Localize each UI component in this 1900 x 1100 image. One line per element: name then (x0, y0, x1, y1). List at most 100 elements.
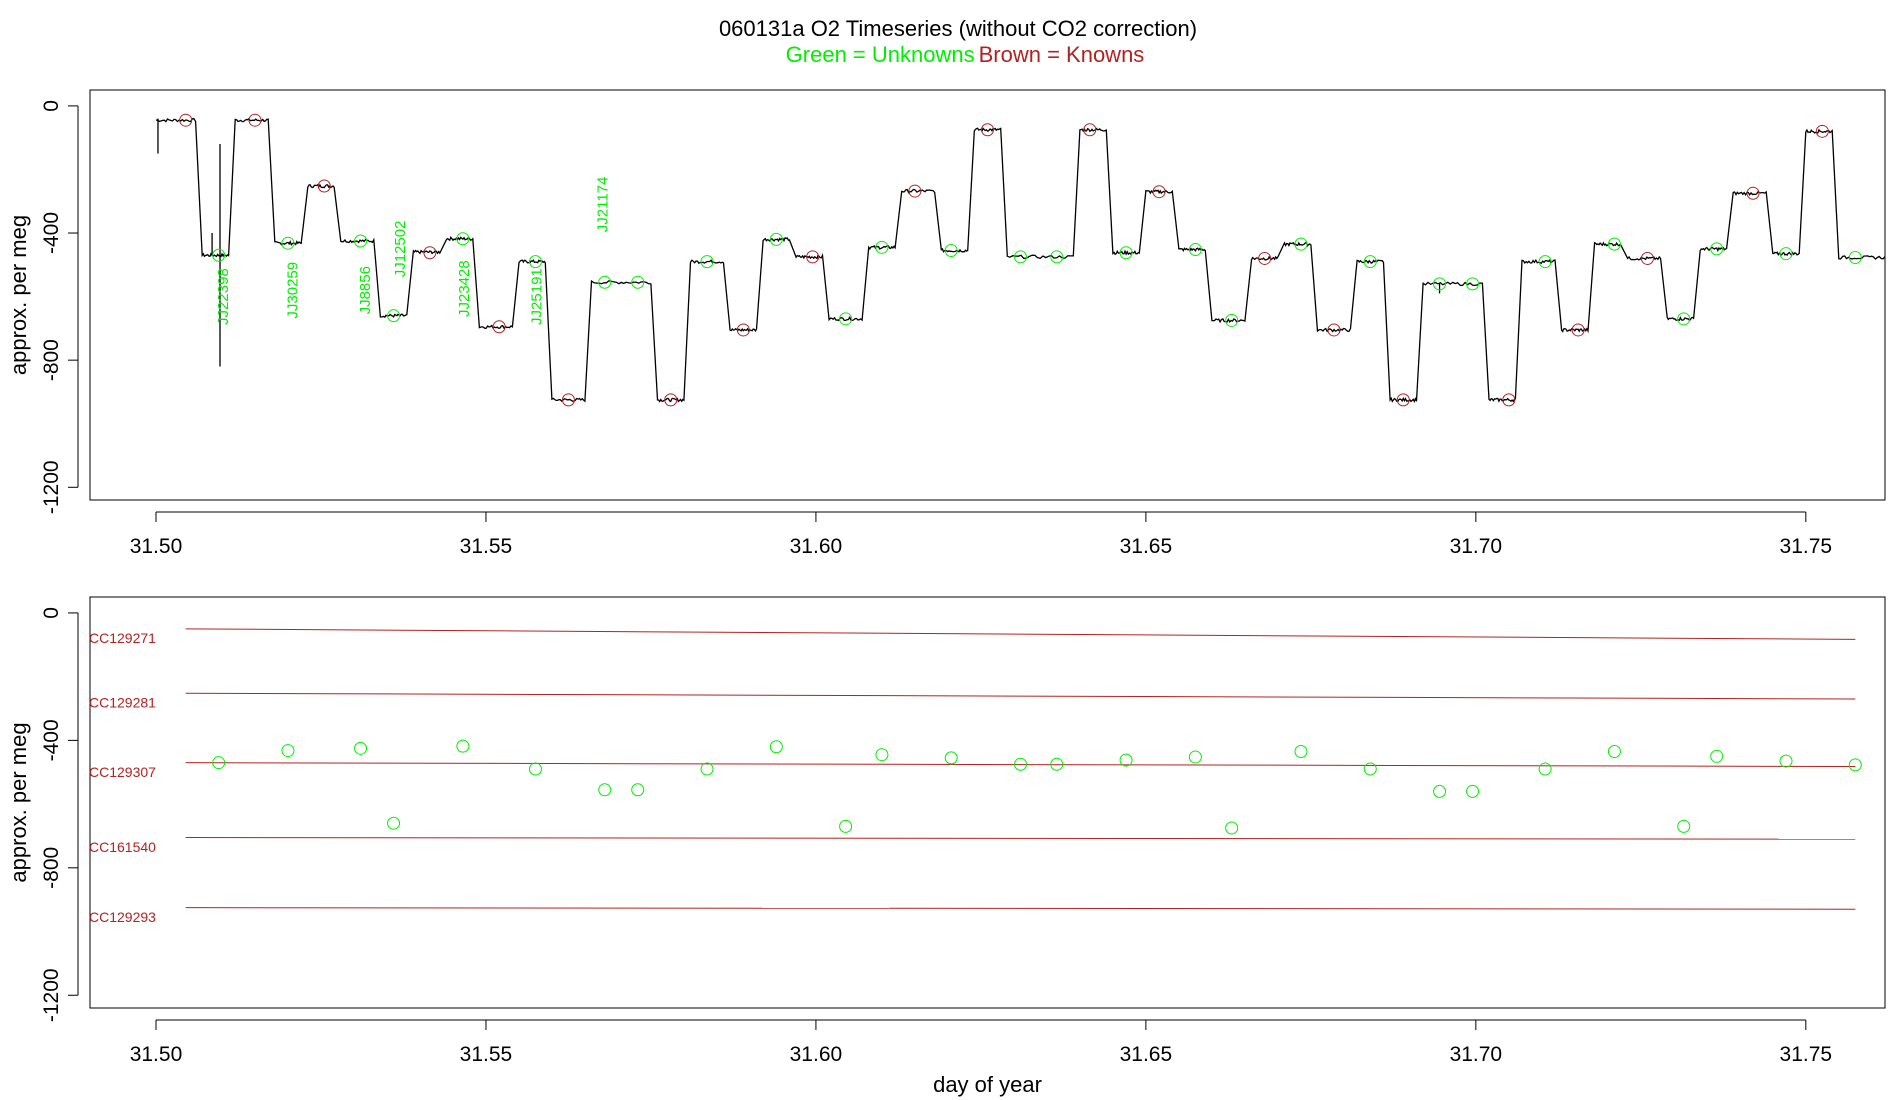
o2-trace-line (155, 117, 1886, 403)
reference-label: CC161540 (89, 839, 156, 855)
top-x-tick-label: 31.50 (130, 535, 183, 558)
unknown-marker (875, 240, 889, 254)
known-marker (806, 250, 820, 264)
unknown-point (944, 751, 958, 765)
unknown-marker (281, 236, 295, 250)
unknown-marker (456, 232, 470, 246)
sample-label: JJ12502 (392, 221, 409, 278)
known-marker (1502, 393, 1516, 407)
known-marker (981, 123, 994, 137)
bottom-y-tick-label: 0 (40, 607, 63, 619)
reference-label: CC129307 (89, 764, 156, 780)
unknown-marker (1710, 242, 1724, 256)
bottom-y-axis-label: approx. per meg (6, 722, 31, 882)
reference-line (185, 837, 1856, 840)
unknown-marker (212, 248, 226, 262)
unknown-marker (1119, 246, 1133, 260)
unknown-point (631, 783, 645, 797)
top-x-tick-label: 31.60 (790, 535, 843, 558)
bottom-y-tick-label: -1200 (40, 968, 63, 1022)
known-marker (1258, 251, 1272, 265)
unknown-point (1050, 757, 1064, 771)
unknown-marker (944, 244, 958, 258)
known-marker (317, 179, 331, 193)
reference-line (185, 628, 1856, 640)
bottom-panel-references: 31.50 31.55 31.60 31.65 31.70 31.75 0 -400 -800 -… (6, 596, 1886, 1097)
unknown-point (528, 762, 542, 776)
unknown-point (1538, 762, 1552, 776)
sample-label: JJ8856 (357, 266, 374, 314)
reference-line (185, 692, 1856, 700)
unknown-point (212, 756, 226, 770)
unknown-marker (387, 309, 401, 323)
unknown-point (1607, 745, 1621, 759)
unknown-marker (1294, 237, 1308, 251)
unknown-marker (1538, 255, 1552, 269)
bottom-x-tick-label: 31.65 (1120, 1043, 1173, 1066)
bottom-x-tick-label: 31.75 (1780, 1043, 1833, 1066)
reference-label: CC129281 (89, 695, 156, 711)
unknown-marker (598, 275, 612, 289)
sample-label: JJ30259 (284, 262, 301, 319)
unknown-point (769, 740, 783, 754)
bottom-x-tick-label: 31.50 (130, 1043, 183, 1066)
chart-subtitle: Green = Unknowns Brown = Knowns (786, 42, 1145, 67)
unknown-point (1466, 784, 1480, 798)
known-marker (1571, 323, 1585, 337)
top-y-tick-label: -400 (40, 212, 63, 254)
unknown-marker (1433, 277, 1447, 291)
unknown-point (1188, 750, 1202, 764)
unknown-point (839, 819, 853, 833)
bottom-plot-frame (89, 596, 1886, 1009)
subtitle-knowns: Brown = Knowns (979, 42, 1145, 67)
bottom-x-axis-label: day of year (933, 1072, 1042, 1097)
unknown-marker (1225, 313, 1239, 327)
unknown-marker (839, 312, 853, 326)
known-marker (1152, 185, 1166, 199)
unknown-point (875, 748, 889, 762)
unknown-point (387, 816, 401, 830)
unknown-marker (1466, 277, 1480, 291)
known-marker (664, 393, 678, 407)
known-marker (561, 393, 575, 407)
top-x-tick-label: 31.75 (1780, 535, 1833, 558)
unknown-point (1677, 819, 1691, 833)
unknown-marker (1050, 250, 1064, 264)
unknown-point (1779, 754, 1793, 768)
unknown-marker (1779, 247, 1793, 261)
unknown-point (1013, 757, 1027, 771)
unknown-marker (700, 255, 714, 269)
unknown-marker (769, 232, 783, 246)
top-plot-frame (89, 89, 1886, 501)
known-marker (1746, 186, 1760, 200)
reference-label: CC129293 (89, 909, 156, 925)
sample-label: JJ22398 (215, 268, 232, 325)
sample-label: JJ23428 (456, 260, 473, 317)
unknown-marker (528, 255, 542, 269)
top-panel-timeseries: 31.50 31.55 31.60 31.65 31.70 31.75 0 -400 -800 -… (6, 89, 1886, 558)
bottom-y-tick-label: -400 (40, 719, 63, 761)
known-marker (1396, 393, 1410, 407)
known-marker (248, 113, 262, 127)
unknown-point (354, 741, 368, 755)
known-marker (423, 246, 437, 260)
unknown-point (1225, 821, 1239, 835)
bottom-x-tick-label: 31.60 (790, 1043, 843, 1066)
bottom-y-tick-label: -800 (40, 847, 63, 889)
unknown-marker (631, 275, 645, 289)
unknown-marker (1848, 250, 1862, 264)
unknown-marker (1677, 312, 1691, 326)
known-marker (179, 113, 193, 127)
unknown-marker (1188, 243, 1202, 257)
reference-label: CC129271 (89, 630, 156, 646)
chart-title: 060131a O2 Timeseries (without CO2 corre… (719, 16, 1197, 41)
top-y-tick-label: 0 (40, 100, 63, 112)
top-x-tick-label: 31.65 (1120, 535, 1173, 558)
unknown-point (281, 744, 295, 758)
top-y-tick-label: -800 (40, 339, 63, 381)
sample-label: JJ25191 (528, 268, 545, 325)
known-marker (1640, 251, 1654, 265)
sample-label: JJ21174 (594, 177, 611, 233)
known-marker (1815, 124, 1829, 138)
